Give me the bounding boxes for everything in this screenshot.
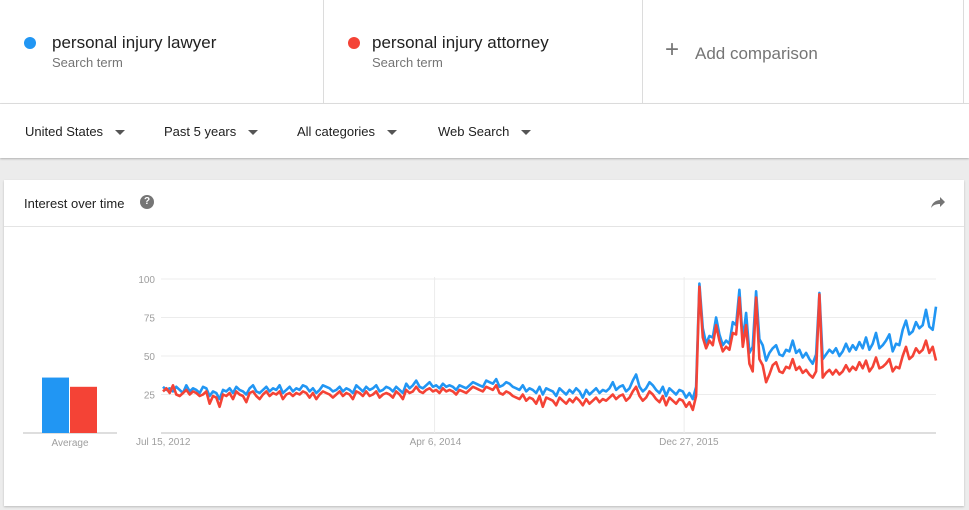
- y-tick-label: 75: [144, 314, 156, 325]
- x-tick-label: Jul 15, 2012: [136, 437, 191, 448]
- add-comparison-button[interactable]: + Add comparison: [643, 0, 964, 103]
- y-tick-label: 50: [144, 352, 156, 363]
- filter-label: Web Search: [438, 124, 510, 139]
- card-title: Interest over time: [24, 196, 125, 211]
- filter-label: Past 5 years: [164, 124, 237, 139]
- series-color-dot: [24, 37, 36, 49]
- question-icon[interactable]: ?: [140, 195, 154, 209]
- search-term-caption: Search term: [372, 55, 443, 70]
- average-label: Average: [51, 438, 89, 449]
- search-term-name[interactable]: personal injury lawyer: [52, 33, 217, 52]
- x-tick-label: Apr 6, 2014: [410, 437, 462, 448]
- filter-bar: United States Past 5 years All categorie…: [0, 104, 969, 158]
- search-term-card-1[interactable]: personal injury lawyer Search term: [0, 0, 324, 103]
- plus-icon: +: [665, 36, 680, 63]
- series-line: [162, 282, 938, 401]
- share-arrow-icon[interactable]: [930, 194, 946, 210]
- filter-region-dropdown[interactable]: United States: [25, 124, 126, 139]
- y-tick-label: 25: [144, 391, 156, 402]
- filter-label: United States: [25, 124, 104, 139]
- chevron-down-icon: [115, 130, 126, 136]
- average-bar: [42, 377, 69, 433]
- filter-label: All categories: [297, 124, 376, 139]
- interest-over-time-card: Interest over time ? 100 75 50 25 Jul 15, 20…: [4, 180, 964, 506]
- interest-line-chart: 100 75 50 25 Jul 15, 2012 Apr 6, 2014 Dec 27, …: [23, 275, 938, 449]
- y-tick-label: 100: [138, 275, 155, 286]
- chevron-down-icon: [521, 130, 532, 136]
- series-line: [162, 285, 938, 412]
- average-bar: [70, 386, 97, 433]
- search-terms-bar: personal injury lawyer Search term perso…: [0, 0, 969, 104]
- filter-search-type-dropdown[interactable]: Web Search: [438, 124, 532, 139]
- chevron-down-icon: [248, 130, 259, 136]
- add-comparison-label: Add comparison: [695, 44, 818, 63]
- search-term-name[interactable]: personal injury attorney: [372, 33, 549, 52]
- series-color-dot: [348, 37, 360, 49]
- filter-time-dropdown[interactable]: Past 5 years: [164, 124, 259, 139]
- chevron-down-icon: [387, 130, 398, 136]
- search-term-caption: Search term: [52, 55, 123, 70]
- search-term-card-2[interactable]: personal injury attorney Search term: [324, 0, 643, 103]
- card-header: Interest over time ?: [4, 180, 964, 227]
- filter-category-dropdown[interactable]: All categories: [297, 124, 398, 139]
- x-tick-label: Dec 27, 2015: [659, 437, 719, 448]
